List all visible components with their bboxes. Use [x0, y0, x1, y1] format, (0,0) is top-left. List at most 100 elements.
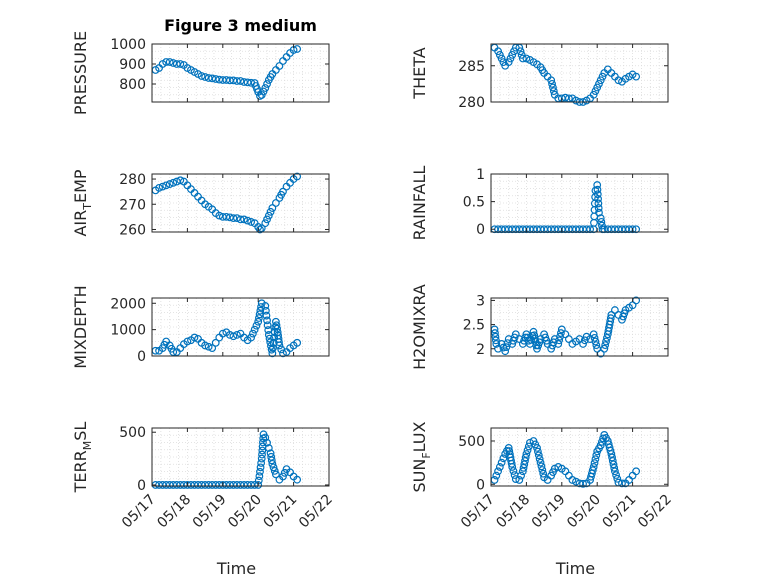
x-axis-label: Time — [216, 559, 256, 578]
y-tick-label: 260 — [119, 222, 146, 238]
data-point — [549, 83, 557, 92]
data-point — [547, 76, 556, 85]
subplot-6: 22.53 H2OMIXRA — [410, 284, 669, 370]
subplot-3: 260 270 280 AIRTEMP — [71, 169, 330, 238]
data-point — [258, 446, 267, 455]
data-point — [250, 325, 259, 334]
data-point — [275, 341, 284, 350]
x-tick-label: 05/19 — [529, 492, 569, 532]
y-tick-label: 0 — [137, 478, 146, 494]
data-point — [208, 344, 217, 352]
data-point — [268, 349, 277, 358]
y-tick-label: 1 — [476, 167, 485, 183]
x-ticks — [151, 174, 330, 232]
data-point — [197, 72, 206, 80]
data-point — [257, 454, 266, 463]
y-tick-label: 285 — [458, 59, 485, 75]
y-ticks: 00.51 — [463, 167, 668, 238]
data-point — [588, 466, 597, 475]
data-point — [270, 466, 279, 475]
data-point — [593, 83, 602, 92]
data-point — [589, 463, 598, 471]
x-tick-label: 05/19 — [190, 492, 230, 532]
series-markers — [490, 296, 641, 358]
x-tick-label: 05/21 — [261, 492, 301, 532]
data-point — [268, 204, 277, 212]
data-point — [492, 340, 501, 348]
data-point — [501, 347, 510, 356]
data-point — [247, 333, 256, 342]
y-tick-label: 2000 — [110, 296, 146, 312]
y-ticks: 22.53 — [463, 293, 668, 358]
data-point — [267, 456, 276, 465]
data-point — [517, 471, 525, 480]
data-point — [580, 336, 589, 345]
y-tick-label: 0 — [137, 349, 146, 365]
data-point — [602, 337, 610, 346]
data-point — [272, 470, 280, 479]
data-point — [256, 467, 264, 476]
y-axis-label: TERRMSL — [71, 422, 94, 494]
y-axis-label: RAINFALL — [410, 166, 429, 241]
data-point — [536, 458, 545, 467]
y-axis-label-part: TERR — [71, 450, 90, 493]
x-ticks — [490, 174, 669, 232]
data-point — [555, 336, 564, 345]
y-tick-label: 0.5 — [463, 195, 485, 211]
data-point — [597, 217, 606, 226]
series-markers — [490, 431, 641, 488]
data-point — [557, 329, 565, 337]
x-ticks — [151, 298, 330, 356]
data-point — [600, 344, 609, 353]
data-point — [269, 344, 277, 352]
y-tick-label: 2 — [476, 342, 485, 358]
data-point — [613, 474, 622, 483]
data-point — [593, 181, 602, 189]
y-axis-label: THETA — [410, 47, 429, 99]
data-point — [169, 59, 178, 67]
data-point — [263, 438, 271, 447]
data-point — [293, 45, 302, 53]
y-ticks: 0 500 — [119, 425, 329, 494]
data-point — [549, 87, 558, 96]
data-point — [572, 96, 580, 105]
series-markers — [490, 181, 641, 234]
data-point — [495, 50, 504, 59]
data-point — [595, 208, 603, 217]
data-point — [596, 76, 605, 85]
data-point — [267, 452, 276, 461]
x-tick-label: 05/21 — [600, 492, 640, 532]
data-point — [632, 72, 641, 81]
x-tick-label: 05/20 — [564, 492, 604, 532]
data-point — [523, 446, 532, 455]
y-tick-label: 0 — [476, 222, 485, 238]
data-point — [204, 74, 213, 82]
data-point — [516, 47, 525, 56]
data-point — [535, 455, 544, 463]
data-point — [591, 87, 600, 96]
data-point — [491, 336, 500, 345]
series-markers — [151, 299, 302, 358]
data-point — [275, 62, 284, 70]
y-axis-label: H2OMIXRA — [410, 284, 429, 370]
y-tick-label: 2.5 — [463, 318, 485, 334]
data-point — [272, 321, 281, 330]
y-ticks: 800 900 1000 — [110, 37, 329, 93]
data-point — [499, 343, 508, 352]
data-point — [211, 75, 220, 83]
data-point — [265, 334, 274, 343]
data-point — [594, 199, 603, 208]
data-point — [254, 476, 263, 485]
y-ticks: 260 270 280 — [119, 172, 329, 238]
data-point — [255, 472, 264, 481]
y-axis-label: MIXDEPTH — [71, 285, 90, 368]
data-point — [240, 215, 248, 224]
data-point — [521, 453, 530, 462]
axes-box — [490, 173, 669, 233]
data-point — [590, 459, 599, 467]
data-point — [261, 306, 270, 315]
x-tick-label: 05/17 — [119, 492, 159, 532]
data-point — [614, 76, 623, 85]
